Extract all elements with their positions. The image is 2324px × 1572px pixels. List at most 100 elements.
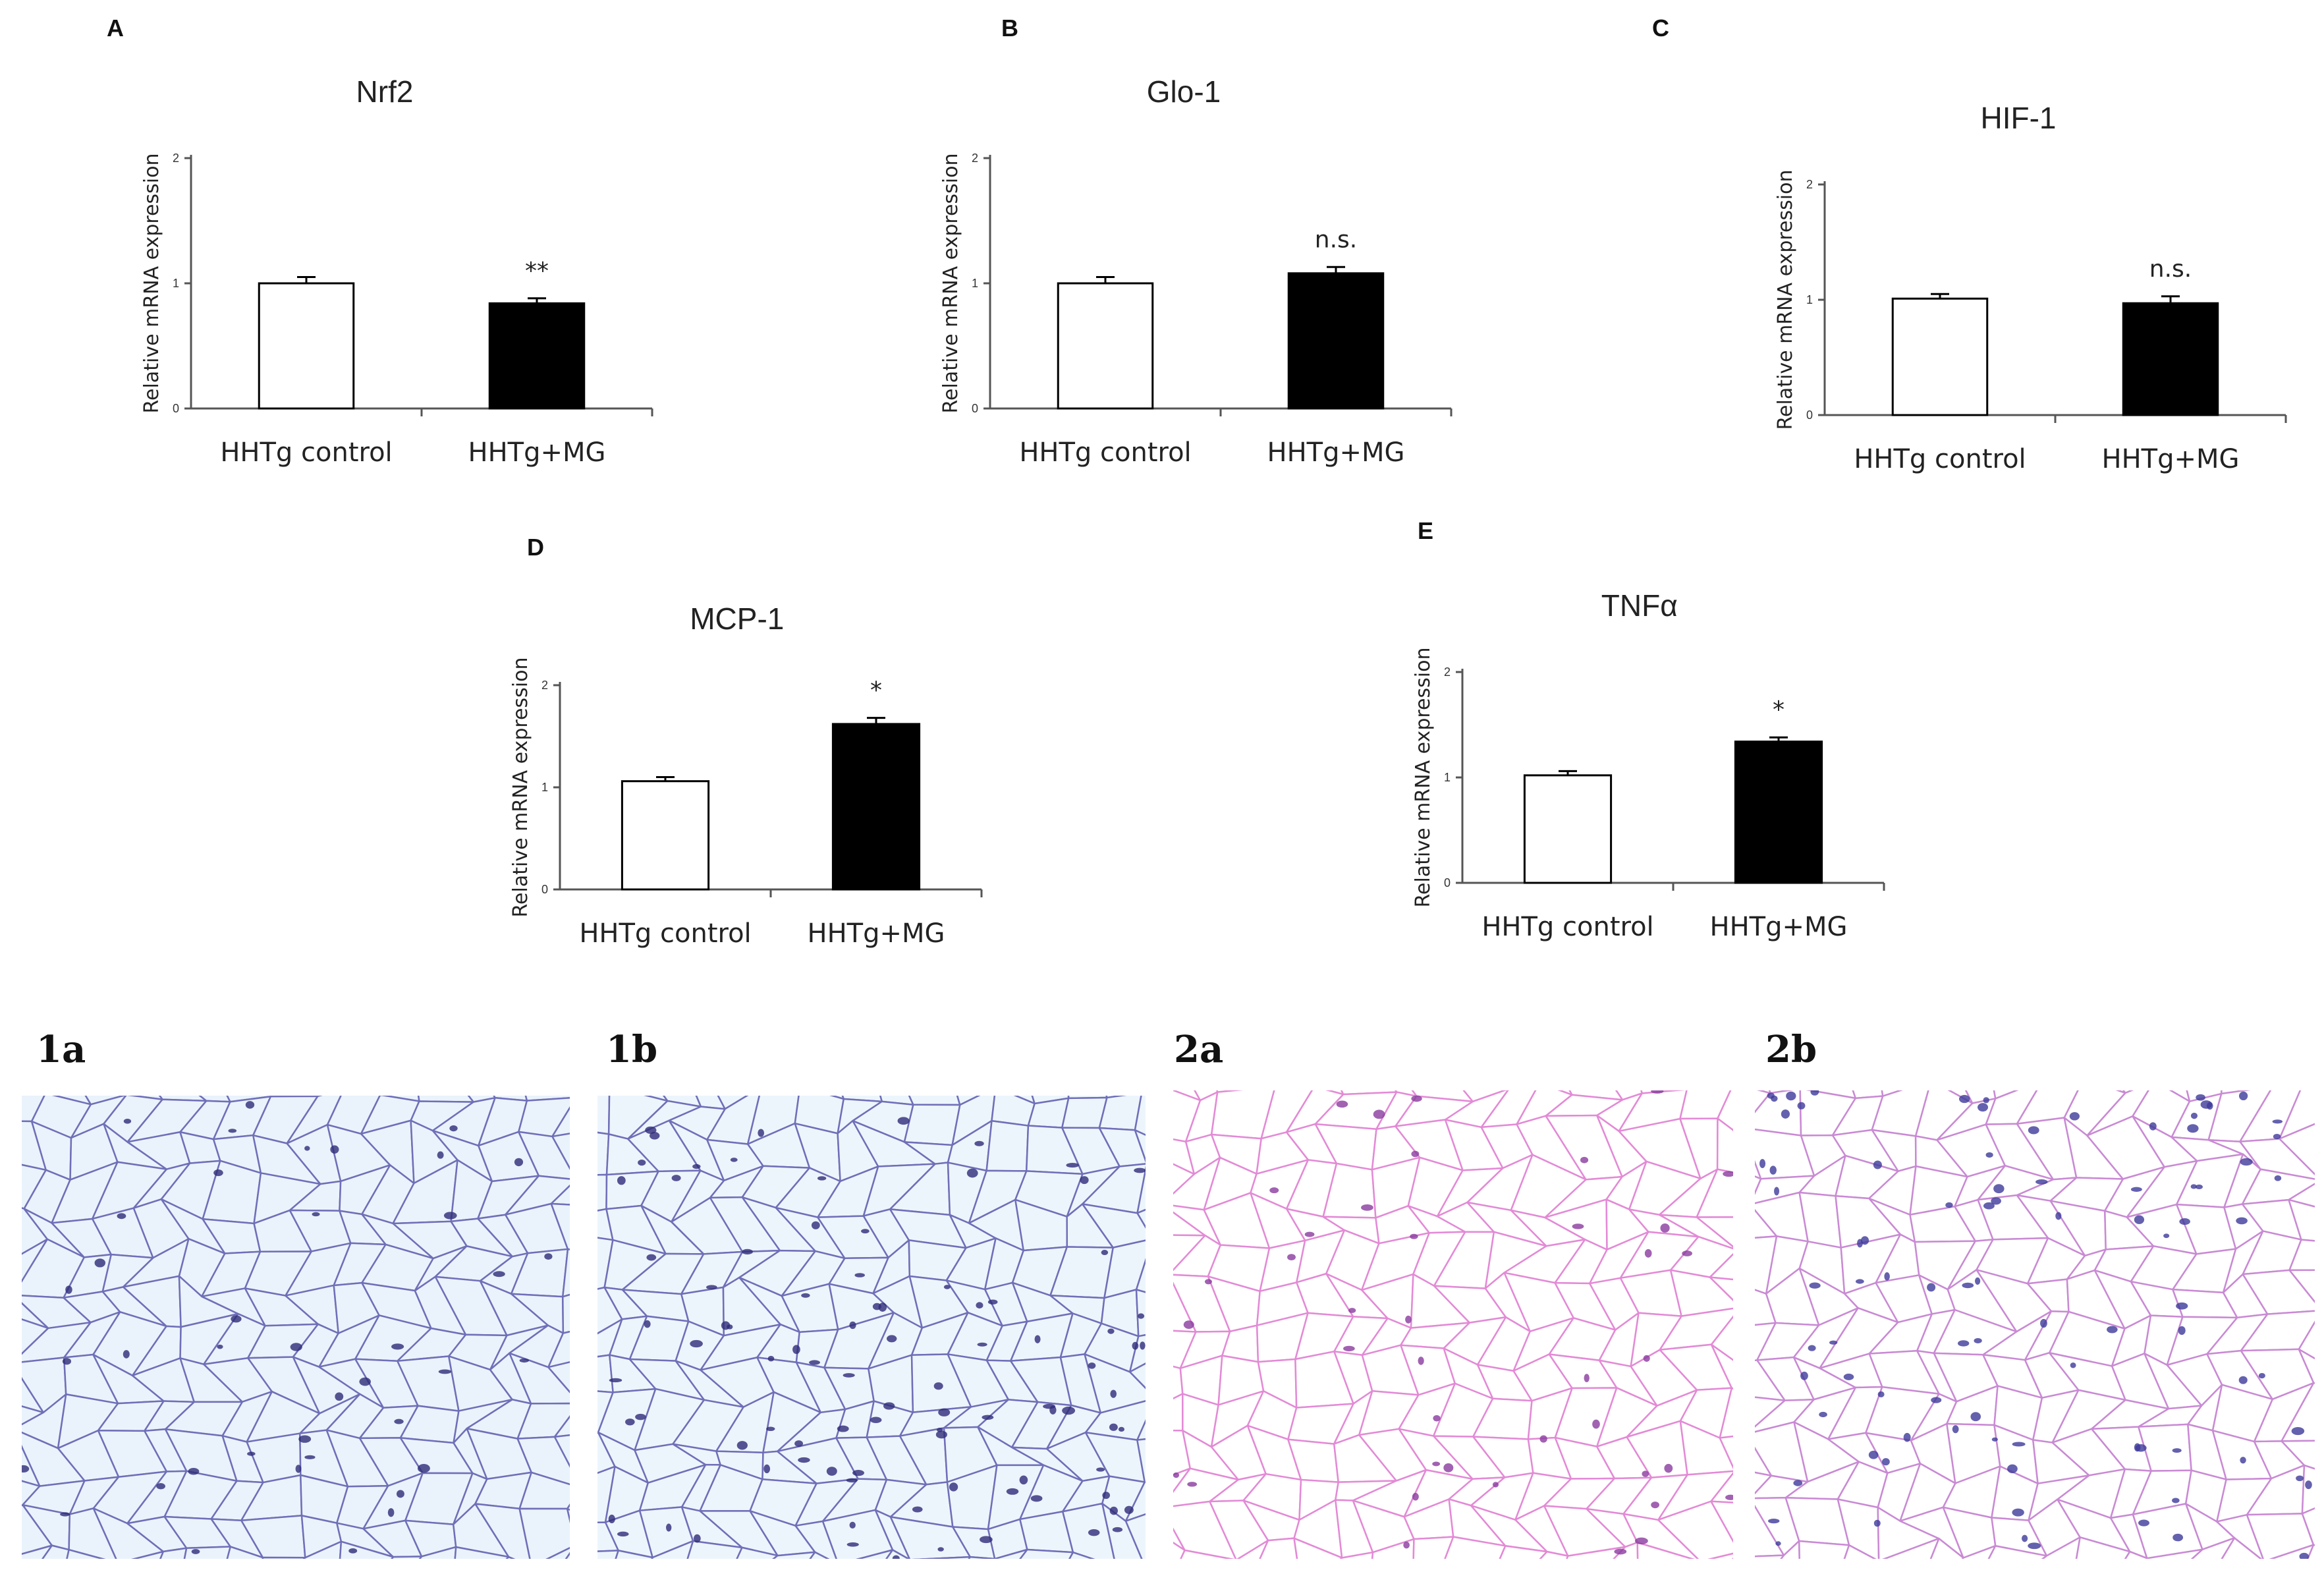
nucleus	[2163, 1233, 2170, 1239]
nucleus	[758, 1129, 765, 1137]
nucleus	[1793, 1480, 1803, 1486]
chart-tnfa: TNFα Relative mRNA expression 0 1 2 HHTg cont…	[1412, 588, 1885, 942]
adipocyte	[454, 1546, 510, 1559]
nucleus	[646, 1254, 657, 1261]
adipocyte	[597, 1096, 611, 1135]
histology-image-1a	[22, 1096, 570, 1559]
nucleus	[1132, 1341, 1139, 1350]
bar	[1734, 741, 1823, 884]
nucleus	[2240, 1158, 2253, 1166]
nucleus	[846, 1478, 858, 1483]
nucleus	[849, 1321, 856, 1330]
adipocyte	[2279, 1123, 2315, 1175]
nucleus	[298, 1435, 312, 1443]
adipocyte	[2279, 1090, 2315, 1140]
adipocyte	[1622, 1513, 1700, 1559]
y-axis-label: Relative mRNA expression	[509, 658, 532, 918]
nucleus	[936, 1427, 943, 1432]
adipocyte	[2298, 1320, 2315, 1360]
nucleus	[1269, 1187, 1279, 1194]
nucleus	[977, 1342, 987, 1347]
y-tick-label: 0	[1806, 408, 1813, 422]
panel-letter-c: C	[1652, 14, 1669, 42]
y-tick-label: 0	[1444, 876, 1451, 889]
adipocyte-cells	[1755, 1090, 2315, 1559]
adipocyte	[516, 1436, 570, 1486]
adipocyte	[1987, 1545, 2048, 1559]
nucleus	[2040, 1318, 2047, 1328]
nucleus	[1183, 1320, 1194, 1329]
significance-label: n.s.	[1315, 226, 1357, 253]
y-tick-label: 1	[1806, 293, 1813, 306]
nucleus	[1860, 1236, 1869, 1245]
adipocyte	[1135, 1289, 1146, 1337]
nucleus	[1118, 1426, 1125, 1432]
nucleus	[1080, 1176, 1089, 1185]
adipocyte	[1136, 1165, 1146, 1214]
nucleus	[2107, 1326, 2118, 1333]
nucleus	[935, 1430, 947, 1439]
nucleus	[217, 1344, 223, 1349]
nucleus	[2190, 1184, 2197, 1189]
adipocyte	[551, 1106, 570, 1138]
bar	[1523, 774, 1613, 884]
bar	[621, 780, 710, 891]
adipocyte	[474, 1503, 531, 1559]
adipocyte	[1710, 1343, 1733, 1390]
nucleus	[1062, 1406, 1076, 1415]
adipocyte	[1134, 1129, 1146, 1163]
adipocyte	[418, 1546, 457, 1559]
nucleus	[1927, 1283, 1936, 1292]
nucleus	[1797, 1102, 1806, 1109]
nucleus	[1088, 1529, 1100, 1536]
y-tick-label: 1	[173, 277, 179, 290]
adipocyte	[1499, 1545, 1548, 1559]
adipocyte	[553, 1415, 570, 1438]
adipocyte	[717, 1096, 749, 1110]
nucleus	[1983, 1097, 1989, 1104]
nucleus	[247, 1451, 256, 1456]
nucleus	[22, 1465, 30, 1473]
adipocyte	[545, 1546, 570, 1559]
nucleus	[1634, 1537, 1648, 1545]
nucleus	[644, 1320, 651, 1328]
nucleus	[2134, 1215, 2145, 1224]
nucleus	[792, 1345, 800, 1355]
nucleus	[1110, 1390, 1117, 1398]
nucleus	[1411, 1150, 1420, 1158]
nucleus	[1873, 1519, 1881, 1527]
nucleus	[2176, 1302, 2188, 1310]
adipocyte	[651, 1540, 694, 1559]
nucleus	[391, 1343, 404, 1350]
nucleus	[897, 1117, 910, 1125]
y-axis-label: Relative mRNA expression	[1412, 648, 1435, 908]
adipocyte	[874, 1509, 911, 1559]
adipocyte	[2075, 1536, 2131, 1559]
significance-label: **	[525, 258, 549, 285]
nucleus	[304, 1455, 316, 1459]
nucleus	[976, 1302, 983, 1309]
nucleus	[1884, 1272, 1890, 1281]
adipocyte	[1669, 1269, 1733, 1317]
adipocyte	[1843, 1544, 1877, 1559]
adipocyte	[1173, 1163, 1196, 1195]
chart-glo1: Glo-1 Relative mRNA expression 0 1 2 HHTg con…	[939, 74, 1452, 468]
category-label: HHTg control	[1481, 912, 1653, 942]
nucleus	[387, 1508, 395, 1517]
nucleus	[2196, 1094, 2205, 1101]
nucleus	[1985, 1152, 1993, 1158]
y-tick-label: 1	[1444, 771, 1451, 784]
nucleus	[1412, 1492, 1419, 1501]
nucleus	[2149, 1122, 2157, 1131]
adipocyte	[565, 1552, 570, 1559]
nucleus	[295, 1465, 302, 1473]
chart-title: HIF-1	[1981, 101, 2057, 135]
nucleus	[1786, 1091, 1796, 1101]
y-tick-label: 2	[173, 152, 179, 165]
adipocyte	[1961, 1545, 1997, 1559]
adipocyte	[2298, 1348, 2315, 1384]
nucleus	[2238, 1091, 2248, 1100]
nucleus	[2273, 1133, 2281, 1140]
nucleus	[2012, 1442, 2026, 1447]
nucleus	[514, 1158, 524, 1167]
